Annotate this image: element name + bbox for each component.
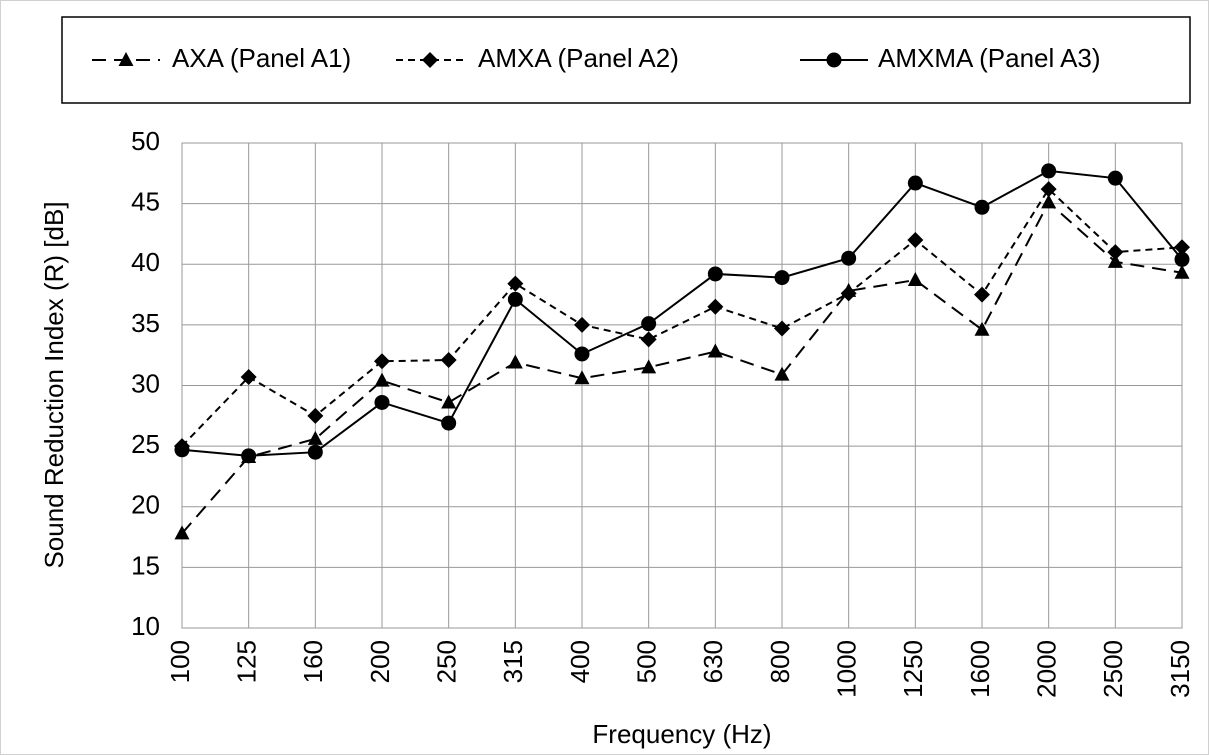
data-point [441,394,457,409]
legend-label: AXA (Panel A1) [172,43,351,73]
y-tick-label: 35 [131,308,160,338]
data-point [241,448,257,464]
data-point [307,444,323,460]
y-tick-label: 15 [131,550,160,580]
data-point [574,370,590,385]
series-line [181,200,1183,535]
data-point [240,369,257,386]
y-tick-label: 50 [131,126,160,156]
y-tick-label: 25 [131,429,160,459]
data-point [907,232,924,248]
y-tick-label: 45 [131,187,160,217]
y-tick-label: 40 [131,247,160,277]
y-tick-label: 20 [131,490,160,520]
data-point [774,366,790,381]
y-tick-label: 10 [131,611,160,641]
x-tick-label: 125 [232,640,262,683]
y-tick-label: 30 [131,368,160,398]
x-tick-label: 400 [565,640,595,683]
data-point [174,442,190,458]
data-point [840,285,857,302]
data-point [641,359,657,374]
x-tick-label: 1000 [832,640,862,698]
data-point [374,353,390,370]
data-point [974,199,990,215]
data-point [1174,251,1190,267]
data-point [907,272,923,287]
x-tick-label: 500 [632,640,662,683]
x-tick-label: 1600 [965,640,995,698]
x-tick-label: 2500 [1098,640,1128,698]
data-point [1041,163,1057,179]
legend-label: AMXMA (Panel A3) [878,43,1101,73]
data-point [707,298,724,315]
x-tick-label: 3150 [1165,640,1195,698]
data-point [507,291,523,307]
data-point [640,331,657,348]
data-point [507,275,524,292]
data-point [374,394,390,410]
data-point [574,316,590,333]
data-point [774,270,790,286]
series-line [181,187,1183,447]
data-point [440,352,457,369]
data-point [574,346,590,362]
data-point [1041,194,1057,209]
data-point [841,250,857,266]
data-point [1107,244,1124,261]
data-point [1107,170,1123,186]
data-point [507,354,523,369]
data-point [1174,239,1190,256]
x-tick-label: 630 [698,640,728,683]
legend-marker [422,52,438,68]
x-tick-label: 2000 [1032,640,1062,698]
series-line [181,169,1183,457]
data-point [1040,181,1057,198]
x-tick-label: 800 [765,640,795,683]
x-tick-label: 200 [365,640,395,683]
data-point [307,407,324,424]
x-tick-label: 160 [298,640,328,683]
data-point [374,372,390,387]
x-tick-label: 315 [498,640,528,683]
data-point [174,525,190,540]
legend-box [61,16,1191,104]
data-point [707,343,723,358]
legend-marker [118,52,134,66]
data-point [707,266,723,282]
data-point [974,286,990,303]
data-point [907,175,923,191]
data-point [641,316,657,332]
x-axis-label: Frequency (Hz) [592,719,771,749]
y-axis-label: Sound Reduction Index (R) [dB] [39,201,69,568]
x-tick-label: 1250 [898,640,928,698]
data-point [441,415,457,431]
plot-frame [181,142,1183,629]
legend-label: AMXA (Panel A2) [478,43,679,73]
data-point [307,430,323,445]
data-point [974,321,990,336]
x-tick-label: 100 [165,640,195,683]
x-tick-label: 250 [432,640,462,683]
data-point [1107,253,1123,268]
data-point [774,320,790,337]
data-point [1174,264,1190,279]
legend-marker [826,52,842,68]
